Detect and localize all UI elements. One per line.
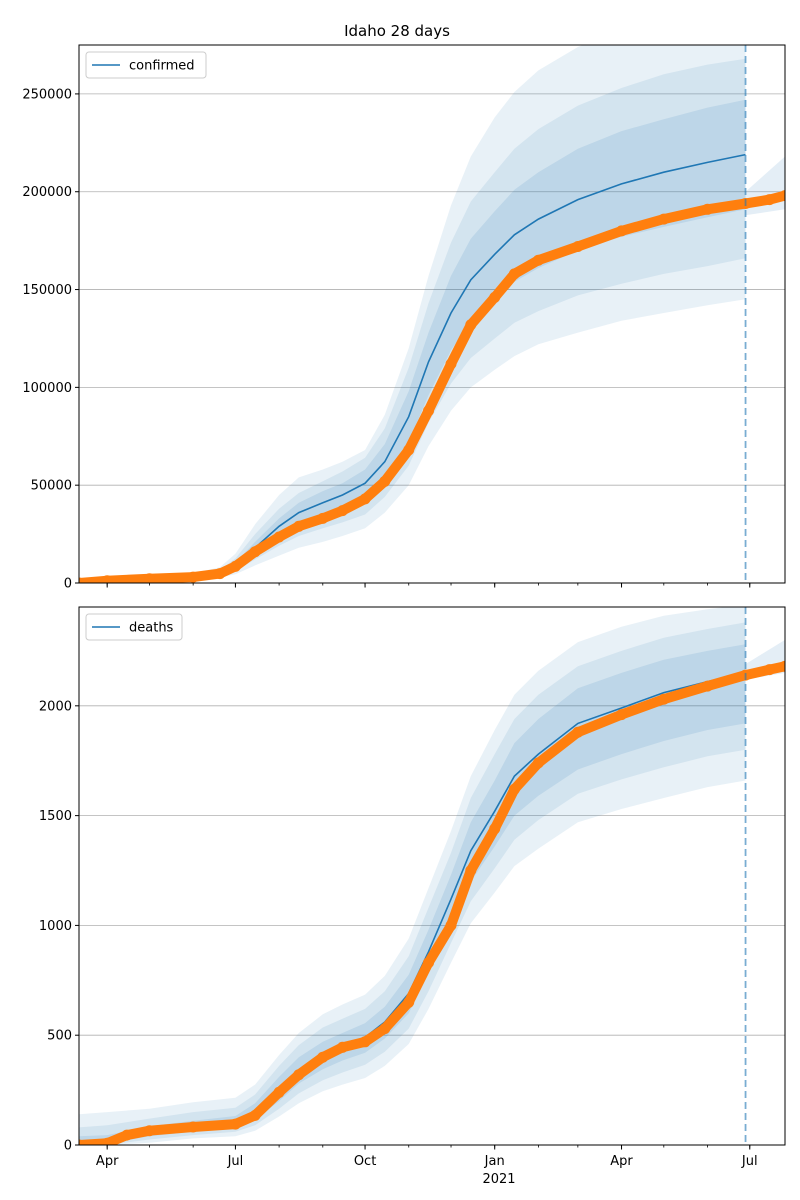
observed-point xyxy=(658,693,670,705)
confirmed-panel: 0 50000 100000 150000 200000 250000 confirmed xyxy=(22,44,786,592)
observed-point xyxy=(572,241,584,252)
legend-label: deaths xyxy=(129,621,174,636)
observed-point xyxy=(379,475,391,487)
observed-point xyxy=(214,568,226,580)
y-tick-label: 0 xyxy=(64,1139,72,1154)
observed-point xyxy=(359,1036,371,1048)
observed-point xyxy=(249,1109,261,1121)
x-tick-label: Oct xyxy=(354,1154,376,1169)
band-50 xyxy=(79,644,746,1145)
x-tick-label: Jul xyxy=(741,1154,758,1169)
observed-point xyxy=(337,505,348,517)
y-tick-label: 250000 xyxy=(22,87,72,102)
observed-point xyxy=(445,358,457,370)
y-tick-label: 2000 xyxy=(39,699,72,714)
observed-point xyxy=(616,225,627,237)
observed-point xyxy=(532,254,544,266)
y-tick-label: 50000 xyxy=(31,479,72,494)
band-95 xyxy=(79,45,746,583)
observed-point xyxy=(508,783,520,795)
observed-point xyxy=(616,709,627,721)
observed-point xyxy=(658,213,670,225)
legend: confirmed xyxy=(85,51,207,79)
observed-point xyxy=(702,203,713,215)
y-tick-label: 1500 xyxy=(39,809,72,824)
deaths-panel: 0 500 1000 1500 2000 Apr Jul Oct Jan Apr Jul deaths xyxy=(39,606,786,1169)
observed-point xyxy=(508,268,520,280)
y-tick-label: 150000 xyxy=(22,283,72,298)
observed-point xyxy=(317,1051,329,1063)
x-tick-label: Apr xyxy=(610,1154,633,1169)
x-year-label: 2021 xyxy=(482,1172,515,1187)
observed-point xyxy=(144,573,155,583)
chart-title: Idaho 28 days xyxy=(344,22,450,40)
observed-point xyxy=(187,571,199,583)
observed-point xyxy=(144,1125,155,1137)
observed-point xyxy=(465,319,477,331)
observed-point xyxy=(317,512,329,524)
observed-point xyxy=(187,1121,199,1133)
observed-point xyxy=(489,291,501,303)
legend-box xyxy=(85,613,183,641)
observed-point xyxy=(273,531,285,543)
observed-point xyxy=(572,726,584,738)
observed-point xyxy=(337,1041,348,1053)
observed-point xyxy=(249,546,261,558)
axes-frame xyxy=(78,606,786,1146)
observed-point xyxy=(465,865,477,876)
observed-point xyxy=(445,919,457,931)
observed-point xyxy=(764,194,775,206)
observed-point xyxy=(79,577,85,583)
observed-point xyxy=(273,1086,285,1098)
y-tick-label: 1000 xyxy=(39,919,72,934)
y-tick-label: 0 xyxy=(64,577,72,592)
band-50 xyxy=(79,99,746,583)
observed-point xyxy=(293,520,305,532)
observed-point xyxy=(293,1069,305,1081)
observed-point xyxy=(379,1023,391,1035)
observed-point xyxy=(79,1139,85,1145)
legend-box xyxy=(85,51,207,79)
observed-point xyxy=(532,757,544,769)
observed-point xyxy=(229,1118,241,1130)
observed-point xyxy=(779,190,785,202)
observed-point xyxy=(764,664,775,676)
observed-point xyxy=(423,405,434,417)
band-80 xyxy=(79,622,746,1145)
observed-point xyxy=(229,560,241,572)
observed-point xyxy=(359,493,371,505)
x-tick-label: Apr xyxy=(96,1154,119,1169)
plot-area xyxy=(79,607,785,1145)
y-tick-label: 100000 xyxy=(22,381,72,396)
observed-point xyxy=(403,996,415,1008)
legend: deaths xyxy=(85,613,183,641)
observed-point xyxy=(121,1129,133,1141)
band-95 xyxy=(79,607,746,1145)
x-tick-label: Jan xyxy=(484,1154,505,1169)
x-tick-label: Jul xyxy=(227,1154,244,1169)
legend-label: confirmed xyxy=(129,59,195,74)
axes-frame xyxy=(78,44,786,584)
plot-area xyxy=(79,45,785,583)
observed-point xyxy=(779,660,785,672)
observed-point xyxy=(489,823,501,835)
observed-point xyxy=(101,575,113,583)
observed-point xyxy=(101,1137,113,1145)
observed-point xyxy=(702,680,713,692)
observed-point xyxy=(423,957,434,969)
y-tick-label: 500 xyxy=(47,1029,72,1044)
observed-point xyxy=(403,444,415,456)
band-80 xyxy=(79,58,746,583)
y-tick-label: 200000 xyxy=(22,185,72,200)
